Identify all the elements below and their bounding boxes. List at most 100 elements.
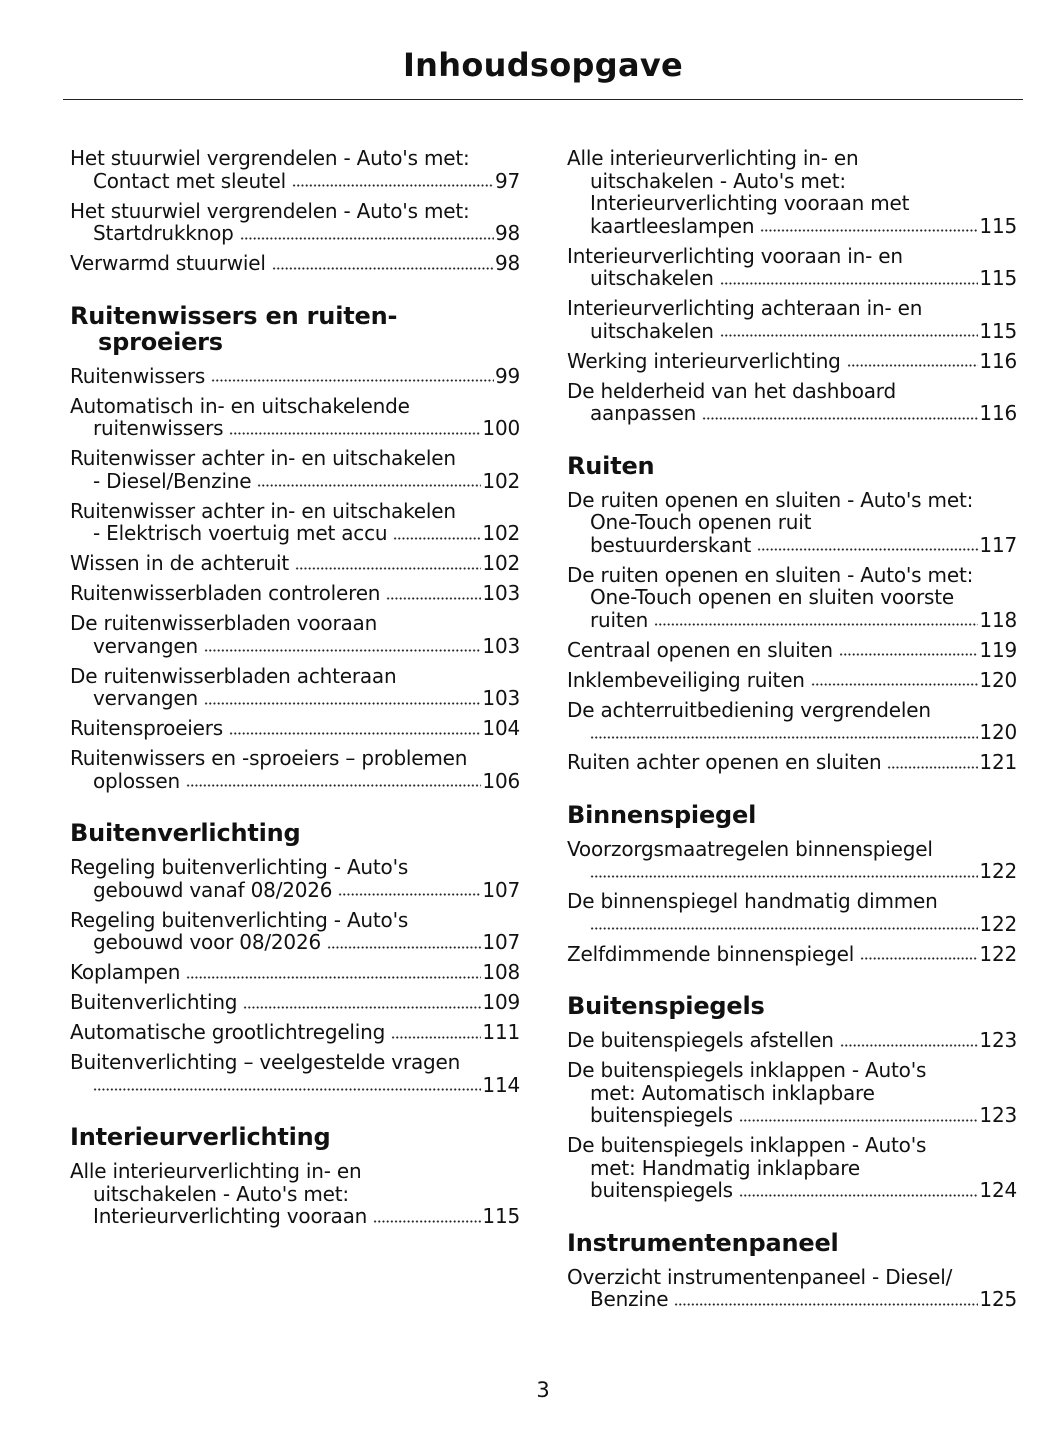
toc-entry[interactable]: Centraal openen en sluiten 119 xyxy=(567,637,1017,662)
toc-entry-line: De ruiten openen en sluiten - Auto's met… xyxy=(567,487,974,512)
toc-entry[interactable]: Het stuurwiel vergrendelen - Auto's met:… xyxy=(70,199,520,245)
toc-entry-line: De binnenspiegel handmatig dimmen xyxy=(567,889,938,913)
toc-entry[interactable]: De ruiten openen en sluiten - Auto's met… xyxy=(567,563,1017,632)
toc-page-number[interactable]: 108 xyxy=(482,960,520,984)
toc-page-number[interactable]: 116 xyxy=(979,401,1017,425)
toc-entry[interactable]: De ruitenwisserbladen vooraan vervangen 10… xyxy=(70,612,520,657)
toc-entry-line: ruitenwissers xyxy=(93,416,224,440)
toc-entry[interactable]: Interieurverlichting vooraan in- en uitsc… xyxy=(567,243,1017,290)
toc-entry-line: De helderheid van het dashboard xyxy=(567,378,896,403)
toc-page-number[interactable]: 102 xyxy=(482,551,520,575)
toc-entry[interactable]: Koplampen 108 xyxy=(70,961,520,984)
toc-page-number[interactable]: 119 xyxy=(979,637,1017,662)
toc-entry[interactable]: Voorzorgsmaatregelen binnenspiegel 122 xyxy=(567,837,1017,883)
toc-entry[interactable]: De ruiten openen en sluiten - Auto's met… xyxy=(567,487,1017,557)
toc-page-number[interactable]: 111 xyxy=(482,1020,520,1044)
toc-page-number[interactable]: 103 xyxy=(482,633,520,658)
toc-page-number[interactable]: 103 xyxy=(482,581,520,605)
toc-page-number[interactable]: 123 xyxy=(979,1103,1017,1127)
toc-entry[interactable]: Ruitensproeiers 104 xyxy=(70,717,520,740)
toc-entry[interactable]: De buitenspiegels afstellen 123 xyxy=(567,1029,1017,1052)
toc-page-number[interactable]: 116 xyxy=(979,348,1017,373)
toc-entry-line: aanpassen xyxy=(590,401,697,425)
toc-entry[interactable]: Zelfdimmende binnenspiegel 122 xyxy=(567,941,1017,966)
toc-page-number[interactable]: 97 xyxy=(494,168,520,193)
toc-entry[interactable]: De buitenspiegels inklappen - Auto's met:… xyxy=(567,1059,1017,1127)
toc-entry[interactable]: Verwarmd stuurwiel 98 xyxy=(70,252,520,275)
toc-entry[interactable]: Alle interieurverlichting in- en uitschak… xyxy=(567,147,1017,237)
toc-page-number[interactable]: 120 xyxy=(979,667,1017,692)
toc-page-number[interactable]: 125 xyxy=(979,1287,1017,1311)
toc-entry[interactable]: Automatisch in- en uitschakelende ruitenw… xyxy=(70,394,520,440)
toc-entry[interactable]: Ruitenwisser achter in- en uitschakelen -… xyxy=(70,499,520,545)
toc-page-number[interactable]: 100 xyxy=(482,416,520,440)
toc-entry[interactable]: Automatische grootlichtregeling 111 xyxy=(70,1021,520,1044)
toc-page-number[interactable]: 98 xyxy=(494,251,520,275)
toc-entry[interactable]: De helderheid van het dashboard aanpassen… xyxy=(567,378,1017,425)
toc-page-number[interactable]: 107 xyxy=(482,877,520,902)
toc-page-number[interactable]: 109 xyxy=(482,990,520,1014)
toc-page-number[interactable]: 115 xyxy=(979,266,1017,290)
toc-entry-line: oplossen xyxy=(93,768,180,793)
toc-entry-last-line: Werking interieurverlichting 116 xyxy=(567,348,1017,373)
toc-page-number[interactable]: 118 xyxy=(979,607,1017,632)
page-title: Inhoudsopgave xyxy=(402,46,684,84)
toc-entry-line: buitenspiegels xyxy=(590,1103,733,1127)
toc-page-number[interactable]: 122 xyxy=(979,911,1017,936)
toc-entry[interactable]: Ruitenwisser achter in- en uitschakelen -… xyxy=(70,447,520,492)
toc-entry[interactable]: Alle interieurverlichting in- en uitschak… xyxy=(70,1160,520,1228)
toc-entry-last-line: gebouwd voor 08/2026 107 xyxy=(70,931,520,954)
toc-entry[interactable]: De achterruitbediening vergrendelen 120 xyxy=(567,698,1017,744)
toc-page-number[interactable]: 98 xyxy=(494,221,520,245)
toc-entry[interactable]: Het stuurwiel vergrendelen - Auto's met:… xyxy=(70,147,520,192)
toc-page-number[interactable]: 115 xyxy=(979,213,1017,238)
toc-entry-last-line: Contact met sleutel 97 xyxy=(70,168,520,193)
toc-entry[interactable]: De binnenspiegel handmatig dimmen 122 xyxy=(567,890,1017,935)
toc-page-number[interactable]: 107 xyxy=(482,930,520,954)
toc-page-number[interactable]: 103 xyxy=(482,686,520,710)
toc-entry[interactable]: Ruitenwissers 99 xyxy=(70,363,520,388)
toc-entry-last-line: Koplampen 108 xyxy=(70,961,520,984)
toc-page-number[interactable]: 115 xyxy=(979,318,1017,343)
toc-entry[interactable]: De buitenspiegels inklappen - Auto's met:… xyxy=(567,1134,1017,1202)
toc-entry[interactable]: Inklembeveiliging ruiten 120 xyxy=(567,667,1017,692)
dot-leader xyxy=(719,334,979,337)
toc-page-number[interactable]: 104 xyxy=(482,716,520,740)
toc-entry[interactable]: Ruitenwisserbladen controleren 103 xyxy=(70,582,520,605)
toc-entry-last-line: oplossen 106 xyxy=(70,768,520,793)
toc-page-number[interactable]: 123 xyxy=(979,1028,1017,1052)
toc-entry-line: Wissen in de achteruit xyxy=(70,551,289,575)
toc-entry-line: Inklembeveiliging ruiten xyxy=(567,667,805,692)
toc-entry-line: uitschakelen - Auto's met: xyxy=(93,1181,349,1206)
section-heading-line: sproeiers xyxy=(98,327,223,356)
toc-entry-line: Ruitenwissers xyxy=(70,363,206,388)
toc-entry[interactable]: Wissen in de achteruit 102 xyxy=(70,552,520,575)
toc-page-number[interactable]: 102 xyxy=(482,521,520,545)
toc-entry[interactable]: Overzicht instrumentenpaneel - Diesel/Be… xyxy=(567,1265,1017,1311)
toc-page-number[interactable]: 106 xyxy=(482,768,520,793)
toc-entry-line: Verwarmd stuurwiel xyxy=(70,251,266,275)
toc-page-number[interactable]: 120 xyxy=(979,720,1017,744)
toc-entry[interactable]: Regeling buitenverlichting - Auto's gebou… xyxy=(70,908,520,954)
section-heading-line: Interieurverlichting xyxy=(70,1123,331,1151)
toc-entry-line: De buitenspiegels inklappen - Auto's xyxy=(567,1133,927,1157)
toc-page-number[interactable]: 114 xyxy=(482,1072,520,1097)
toc-page-number[interactable]: 122 xyxy=(979,859,1017,883)
toc-entry[interactable]: Interieurverlichting achteraan in- en uit… xyxy=(567,297,1017,342)
toc-entry[interactable]: De ruitenwisserbladen achteraan vervangen… xyxy=(70,664,520,710)
toc-entry[interactable]: Werking interieurverlichting 116 xyxy=(567,348,1017,373)
toc-page-number[interactable]: 99 xyxy=(494,363,520,388)
dot-leader xyxy=(204,701,482,705)
toc-page-number[interactable]: 121 xyxy=(979,750,1017,774)
toc-page-number[interactable]: 124 xyxy=(979,1178,1017,1202)
toc-entry-line: Interieurverlichting vooraan in- en xyxy=(567,243,903,268)
toc-entry[interactable]: Ruiten achter openen en sluiten 121 xyxy=(567,751,1017,774)
toc-page-number[interactable]: 115 xyxy=(482,1204,520,1228)
toc-entry[interactable]: Regeling buitenverlichting - Auto's gebou… xyxy=(70,856,520,901)
toc-entry[interactable]: Ruitenwissers en -sproeiers – problemen o… xyxy=(70,747,520,792)
toc-page-number[interactable]: 122 xyxy=(979,941,1017,966)
toc-entry[interactable]: Buitenverlichting 109 xyxy=(70,991,520,1014)
toc-page-number[interactable]: 102 xyxy=(482,468,520,493)
toc-entry[interactable]: Buitenverlichting – veelgestelde vragen 1… xyxy=(70,1051,520,1096)
toc-page-number[interactable]: 117 xyxy=(979,532,1017,557)
